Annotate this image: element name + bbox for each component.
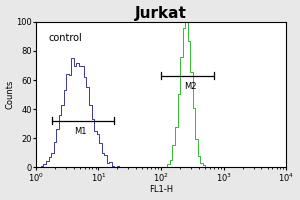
X-axis label: FL1-H: FL1-H <box>149 185 173 194</box>
Text: M2: M2 <box>184 82 197 91</box>
Y-axis label: Counts: Counts <box>6 80 15 109</box>
Text: M1: M1 <box>74 127 86 136</box>
Text: control: control <box>49 33 82 43</box>
Title: Jurkat: Jurkat <box>135 6 187 21</box>
